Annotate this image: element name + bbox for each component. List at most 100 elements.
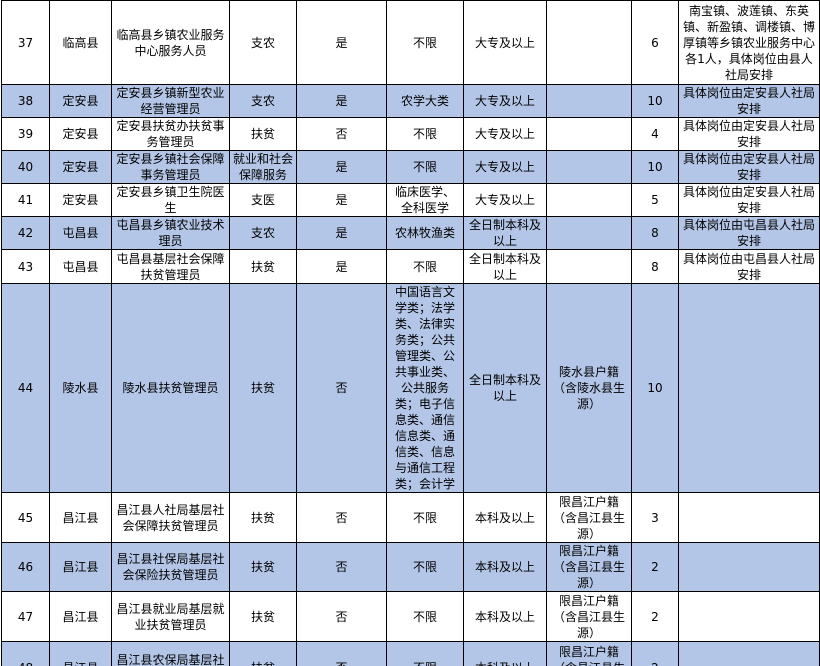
cell-position: 屯昌县基层社会保障扶贫管理员 xyxy=(111,249,230,284)
cell-residence xyxy=(546,0,632,85)
cell-category: 就业和社会保障服务 xyxy=(229,150,297,184)
cell-category: 扶贫 xyxy=(229,492,297,543)
cell-residence xyxy=(546,183,632,217)
cell-note: 南宝镇、波莲镇、东英镇、新盈镇、调楼镇、博厚镇等乡镇农业服务中心各1人，具体岗位… xyxy=(678,0,820,85)
cell-position: 屯昌县乡镇农业技术理员 xyxy=(111,216,230,250)
cell-category: 扶贫 xyxy=(229,249,297,284)
cell-flag: 是 xyxy=(296,249,387,284)
cell-education: 大专及以上 xyxy=(463,117,547,151)
cell-note: 具体岗位由定安县人社局安排 xyxy=(678,183,820,217)
cell-county: 定安县 xyxy=(49,150,112,184)
cell-education: 大专及以上 xyxy=(463,0,547,85)
cell-county: 昌江县 xyxy=(49,542,112,592)
cell-county: 定安县 xyxy=(49,84,112,118)
cell-category: 支农 xyxy=(229,216,297,250)
cell-education: 本科及以上 xyxy=(463,542,547,592)
cell-flag: 否 xyxy=(296,641,387,666)
cell-county: 定安县 xyxy=(49,183,112,217)
cell-count: 8 xyxy=(631,216,679,250)
cell-count: 4 xyxy=(631,117,679,151)
table-row: 47 昌江县 昌江县就业局基层就业扶贫管理员 扶贫否不限 本科及以上 限昌江户籍（含昌江县… xyxy=(1,591,820,642)
cell-education: 本科及以上 xyxy=(463,591,547,642)
table-row: 40 定安县 定安县乡镇社会保障事务管理员 就业和社会保障服务是不限 大专及以上 10 具体… xyxy=(1,150,820,184)
cell-note xyxy=(678,283,820,493)
cell-major: 不限 xyxy=(386,150,464,184)
table-row: 39 定安县 定安县扶贫办扶贫事务管理员 扶贫否不限 大专及以上 4 具体岗位由定安县人社局… xyxy=(1,117,820,151)
cell-category: 扶贫 xyxy=(229,283,297,493)
cell-major: 不限 xyxy=(386,591,464,642)
cell-flag: 否 xyxy=(296,283,387,493)
cell-flag: 是 xyxy=(296,150,387,184)
cell-major: 农学大类 xyxy=(386,84,464,118)
cell-category: 扶贫 xyxy=(229,591,297,642)
cell-residence xyxy=(546,84,632,118)
cell-count: 2 xyxy=(631,591,679,642)
cell-major: 不限 xyxy=(386,542,464,592)
cell-county: 昌江县 xyxy=(49,591,112,642)
cell-count: 5 xyxy=(631,183,679,217)
cell-note xyxy=(678,492,820,543)
cell-category: 扶贫 xyxy=(229,542,297,592)
cell-major: 不限 xyxy=(386,117,464,151)
cell-no: 46 xyxy=(1,542,50,592)
cell-flag: 否 xyxy=(296,542,387,592)
cell-education: 大专及以上 xyxy=(463,183,547,217)
cell-position: 临高县乡镇农业服务中心服务人员 xyxy=(111,0,230,85)
cell-count: 8 xyxy=(631,249,679,284)
cell-education: 本科及以上 xyxy=(463,492,547,543)
cell-no: 47 xyxy=(1,591,50,642)
cell-flag: 是 xyxy=(296,0,387,85)
cell-major: 农林牧渔类 xyxy=(386,216,464,250)
cell-major: 不限 xyxy=(386,249,464,284)
cell-position: 定安县乡镇卫生院医生 xyxy=(111,183,230,217)
cell-no: 38 xyxy=(1,84,50,118)
cell-no: 40 xyxy=(1,150,50,184)
table-row: 38 定安县 定安县乡镇新型农业经营管理员 支农是农学大类 大专及以上 10 具体岗位由定安… xyxy=(1,84,820,118)
cell-county: 临高县 xyxy=(49,0,112,85)
cell-county: 屯昌县 xyxy=(49,249,112,284)
cell-position: 昌江县农保局基层社会保险扶贫管理员 xyxy=(111,641,230,666)
table-row: 48昌江县昌江县农保局基层社会保险扶贫管理员扶贫否不限本科及以上限昌江户籍（含昌… xyxy=(1,641,820,666)
cell-note: 具体岗位由定安县人社局安排 xyxy=(678,117,820,151)
cell-major: 临床医学、全科医学 xyxy=(386,183,464,217)
cell-county: 昌江县 xyxy=(49,641,112,666)
cell-count: 6 xyxy=(631,0,679,85)
cell-position: 定安县乡镇社会保障事务管理员 xyxy=(111,150,230,184)
table-row: 37 临高县 临高县乡镇农业服务中心服务人员 支农是不限 大专及以上 6 南宝镇、波莲镇、东… xyxy=(1,0,820,85)
cell-position: 定安县扶贫办扶贫事务管理员 xyxy=(111,117,230,151)
cell-flag: 否 xyxy=(296,117,387,151)
cell-no: 45 xyxy=(1,492,50,543)
cell-count: 10 xyxy=(631,150,679,184)
cell-education: 本科及以上 xyxy=(463,641,547,666)
cell-residence xyxy=(546,249,632,284)
cell-county: 定安县 xyxy=(49,117,112,151)
table-row: 42 屯昌县 屯昌县乡镇农业技术理员 支农是农林牧渔类 全日制本科及以上 8 具体岗位由屯昌… xyxy=(1,216,820,250)
cell-no: 43 xyxy=(1,249,50,284)
cell-count: 10 xyxy=(631,84,679,118)
cell-residence: 限昌江户籍（含昌江县生源） xyxy=(546,542,632,592)
cell-note xyxy=(678,542,820,592)
cell-residence: 陵水县户籍（含陵水县生源） xyxy=(546,283,632,493)
cell-no: 42 xyxy=(1,216,50,250)
cell-position: 昌江县就业局基层就业扶贫管理员 xyxy=(111,591,230,642)
cell-major: 中国语言文学类；法学类、法律实务类；公共管理类、公共事业类、公共服务类；电子信息… xyxy=(386,283,464,493)
cell-major: 不限 xyxy=(386,0,464,85)
cell-residence xyxy=(546,150,632,184)
cell-note: 具体岗位由屯昌县人社局安排 xyxy=(678,216,820,250)
cell-flag: 是 xyxy=(296,84,387,118)
cell-position: 昌江县社保局基层社会保险扶贫管理员 xyxy=(111,542,230,592)
cell-residence xyxy=(546,216,632,250)
cell-education: 大专及以上 xyxy=(463,150,547,184)
cell-note: 具体岗位由定安县人社局安排 xyxy=(678,150,820,184)
cell-flag: 否 xyxy=(296,492,387,543)
cell-no: 41 xyxy=(1,183,50,217)
table-row: 44 陵水县 陵水县扶贫管理员 扶贫否中国语言文学类；法学类、法律实务类；公共管理类、… xyxy=(1,283,820,493)
cell-flag: 是 xyxy=(296,183,387,217)
cell-education: 全日制本科及以上 xyxy=(463,249,547,284)
cell-residence: 限昌江户籍（含昌江县生源） xyxy=(546,492,632,543)
cell-no: 48 xyxy=(1,641,50,666)
cell-count: 10 xyxy=(631,283,679,493)
cell-count: 2 xyxy=(631,641,679,666)
